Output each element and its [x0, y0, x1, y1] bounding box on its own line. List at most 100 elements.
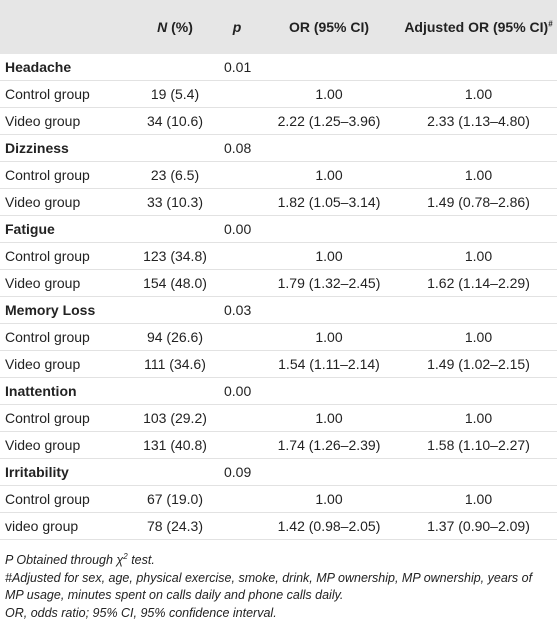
footnote-text: P Obtained through χ [5, 553, 124, 568]
cell [216, 485, 258, 513]
cell [134, 134, 216, 162]
or-cell: 1.00 [258, 161, 400, 189]
cell [216, 107, 258, 135]
cell [216, 350, 258, 378]
n-cell: 154 (48.0) [134, 269, 216, 297]
header-text: (%) [171, 19, 193, 35]
adj-or-cell: 1.37 (0.90–2.09) [400, 512, 557, 540]
data-row: Control group 103 (29.2) 1.00 1.00 [0, 404, 557, 432]
adj-or-cell: 1.00 [400, 485, 557, 513]
row-label: video group [0, 512, 134, 540]
adj-or-cell: 1.00 [400, 161, 557, 189]
cell [258, 377, 400, 405]
cell [258, 134, 400, 162]
n-cell: 103 (29.2) [134, 404, 216, 432]
table: N (%) p OR (95% CI) Adjusted OR (95% CI)… [0, 0, 557, 540]
group-name: Fatigue [0, 215, 134, 243]
header-cell [0, 0, 134, 54]
table-body: Headache 0.01 Control group 19 (5.4) 1.00 1.0… [0, 54, 557, 540]
row-label: Video group [0, 350, 134, 378]
or-cell: 1.42 (0.98–2.05) [258, 512, 400, 540]
row-label: Control group [0, 323, 134, 351]
cell [400, 377, 557, 405]
adj-or-cell: 1.62 (1.14–2.29) [400, 269, 557, 297]
group-row: Inattention 0.00 [0, 377, 557, 405]
p-value: 0.03 [216, 296, 258, 324]
cell [134, 377, 216, 405]
cell [216, 80, 258, 108]
n-cell: 34 (10.6) [134, 107, 216, 135]
n-cell: 78 (24.3) [134, 512, 216, 540]
adj-or-cell: 1.49 (1.02–2.15) [400, 350, 557, 378]
or-cell: 1.00 [258, 242, 400, 270]
data-row: Control group 19 (5.4) 1.00 1.00 [0, 80, 557, 108]
or-cell: 1.82 (1.05–3.14) [258, 188, 400, 216]
cell [134, 458, 216, 486]
row-label: Control group [0, 242, 134, 270]
cell [258, 296, 400, 324]
header-cell: N (%) [134, 0, 216, 54]
p-value: 0.08 [216, 134, 258, 162]
row-label: Control group [0, 161, 134, 189]
n-cell: 94 (26.6) [134, 323, 216, 351]
cell [134, 215, 216, 243]
or-cell: 1.00 [258, 80, 400, 108]
footnote: #Adjusted for sex, age, physical exercis… [5, 570, 533, 603]
data-row: video group 78 (24.3) 1.42 (0.98–2.05) 1.37… [0, 512, 557, 540]
cell [134, 296, 216, 324]
cell [258, 215, 400, 243]
cell [134, 54, 216, 81]
cell [216, 188, 258, 216]
cell [258, 458, 400, 486]
n-cell: 123 (34.8) [134, 242, 216, 270]
p-value: 0.01 [216, 54, 258, 81]
footnote: OR, odds ratio; 95% CI, 95% confidence i… [5, 605, 277, 620]
group-name: Irritability [0, 458, 134, 486]
header-sup: # [548, 19, 553, 29]
header-text: OR (95% CI) [288, 19, 370, 35]
footnote-sup: 2 [123, 552, 128, 561]
adj-or-cell: 1.49 (0.78–2.86) [400, 188, 557, 216]
cell [400, 215, 557, 243]
adj-or-cell: 1.00 [400, 80, 557, 108]
or-cell: 2.22 (1.25–3.96) [258, 107, 400, 135]
header-text: Adjusted OR (95% CI) [404, 19, 549, 35]
adj-or-cell: 1.00 [400, 323, 557, 351]
footnote: P Obtained through χ2 test. [5, 548, 552, 570]
row-label: Control group [0, 485, 134, 513]
group-name: Headache [0, 54, 134, 81]
n-cell: 23 (6.5) [134, 161, 216, 189]
row-label: Control group [0, 80, 134, 108]
group-row: Irritability 0.09 [0, 458, 557, 486]
row-label: Video group [0, 269, 134, 297]
p-value: 0.00 [216, 377, 258, 405]
p-value: 0.00 [216, 215, 258, 243]
header-text: p [232, 19, 242, 35]
n-cell: 67 (19.0) [134, 485, 216, 513]
n-cell: 111 (34.6) [134, 350, 216, 378]
header-row: N (%) p OR (95% CI) Adjusted OR (95% CI)… [0, 0, 557, 54]
group-name: Dizziness [0, 134, 134, 162]
footnotes: P Obtained through χ2 test. #Adjusted fo… [0, 540, 557, 622]
group-name: Memory Loss [0, 296, 134, 324]
header-cell: p [216, 0, 258, 54]
n-cell: 19 (5.4) [134, 80, 216, 108]
or-cell: 1.00 [258, 404, 400, 432]
cell [216, 431, 258, 459]
row-label: Video group [0, 188, 134, 216]
data-row: Control group 67 (19.0) 1.00 1.00 [0, 485, 557, 513]
group-row: Headache 0.01 [0, 54, 557, 81]
or-cell: 1.00 [258, 485, 400, 513]
data-row: Video group 34 (10.6) 2.22 (1.25–3.96) 2.33… [0, 107, 557, 135]
group-name: Inattention [0, 377, 134, 405]
adj-or-cell: 2.33 (1.13–4.80) [400, 107, 557, 135]
or-cell: 1.00 [258, 323, 400, 351]
cell [216, 161, 258, 189]
cell [400, 54, 557, 81]
row-label: Video group [0, 107, 134, 135]
cell [216, 269, 258, 297]
adj-or-cell: 1.00 [400, 404, 557, 432]
cell [258, 54, 400, 81]
data-row: Video group 111 (34.6) 1.54 (1.11–2.14) 1.4… [0, 350, 557, 378]
